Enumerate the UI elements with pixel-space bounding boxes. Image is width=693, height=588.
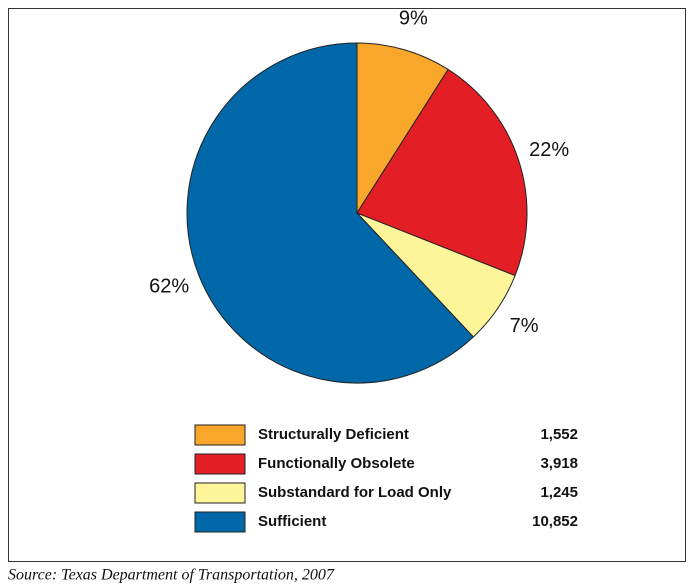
legend-count: 1,245 [540,484,578,501]
slice-label: 9% [399,7,428,29]
frame [8,8,686,562]
legend-swatch [194,511,246,533]
slice-label: 62% [149,276,189,298]
legend-swatch [194,482,246,504]
legend-swatch [194,453,246,475]
legend-count: 3,918 [540,455,578,472]
slice-label: 22% [529,139,569,161]
pie-slice [356,42,449,215]
legend-label: Sufficient [258,513,326,530]
source-note: Source: Texas Department of Transportati… [8,567,335,584]
legend-swatch [194,424,246,446]
pie-slice [356,68,528,277]
legend-count: 1,552 [540,426,578,443]
legend-label: Functionally Obsolete [258,455,415,472]
legend-count: 10,852 [532,513,578,530]
legend-label: Substandard for Load Only [258,484,452,501]
slice-label: 7% [510,315,539,337]
pie-slice [186,42,475,384]
legend-label: Structurally Deficient [258,426,409,443]
